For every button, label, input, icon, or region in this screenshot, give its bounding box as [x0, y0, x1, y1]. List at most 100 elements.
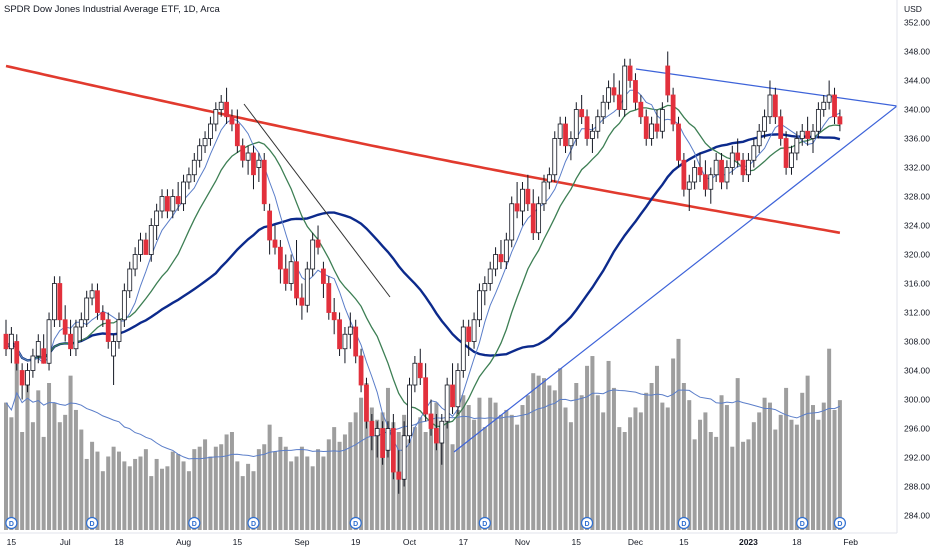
candle-body: [810, 130, 816, 139]
candle-body: [331, 312, 337, 321]
volume-bar: [724, 405, 729, 530]
ma-long-line: [5, 64, 841, 235]
volume-bar: [289, 461, 294, 530]
dividend-marker: [85, 516, 99, 530]
time-tick-label: 18: [792, 537, 802, 547]
volume-bar: [176, 454, 181, 530]
candle-body: [288, 261, 294, 284]
time-tick-label: Dec: [628, 537, 644, 547]
volume-bar: [735, 378, 740, 530]
candlesticks: [3, 51, 843, 494]
candle-body: [573, 109, 579, 139]
volume-bar: [671, 358, 676, 530]
time-tick-label: 15: [233, 537, 243, 547]
volume-bar: [633, 407, 638, 530]
candle-body: [224, 101, 229, 118]
volume-bar: [165, 466, 170, 530]
candle-body: [57, 283, 63, 321]
candle-body: [681, 159, 687, 190]
candle-body: [213, 109, 219, 125]
volume-bar: [326, 439, 331, 530]
volume-bar: [611, 387, 616, 530]
ma-mid-long-line: [5, 133, 841, 362]
volume-bar: [595, 395, 600, 530]
candle-body: [444, 384, 450, 422]
volume-bar: [14, 358, 19, 530]
candle-body: [729, 152, 735, 168]
volume-bar: [450, 444, 455, 530]
candle-body: [423, 377, 429, 415]
volume-bar: [186, 471, 191, 530]
dividend-marker: [188, 516, 201, 530]
candle-body: [218, 101, 224, 110]
candle-body: [380, 428, 386, 458]
volume-bar: [821, 402, 826, 530]
candle-body: [455, 370, 461, 408]
volume-bar: [482, 427, 487, 530]
candle-body: [148, 225, 154, 255]
dividend-marker-label: D: [585, 521, 590, 528]
candle-body: [697, 167, 703, 176]
candle-body: [19, 370, 25, 386]
candle-body: [783, 138, 789, 168]
volume-bar: [305, 456, 310, 530]
candle-body: [579, 109, 585, 118]
volume-bar: [240, 476, 245, 530]
candle-body: [245, 152, 251, 161]
candle-body: [713, 159, 719, 176]
volume-bar: [192, 449, 197, 530]
candle-body: [799, 130, 805, 139]
volume-bar: [638, 412, 643, 530]
time-tick-label: Nov: [515, 537, 531, 547]
time-tick-label: 2023: [739, 537, 758, 547]
dividend-marker-label: D: [353, 521, 358, 528]
dividend-marker-label: D: [482, 521, 487, 528]
dividend-marker: [247, 516, 260, 530]
volume-bar: [542, 378, 546, 530]
volume-bar: [498, 414, 503, 530]
dividend-marker-label: D: [251, 521, 256, 528]
candle-body: [369, 420, 375, 437]
candle-body: [41, 348, 47, 364]
dividend-marker: [677, 516, 690, 530]
candle-body: [676, 123, 681, 161]
candle-body: [111, 341, 116, 357]
candle-body: [493, 254, 498, 270]
volume-bars: [4, 338, 842, 530]
candle-body: [633, 80, 638, 103]
candle-body: [654, 123, 660, 132]
candle-body: [277, 246, 283, 270]
volume-bar: [552, 390, 557, 530]
candle-body: [105, 319, 111, 342]
candle-body: [450, 384, 455, 408]
falling-trendline: [635, 68, 898, 107]
volume-bar: [283, 446, 288, 530]
candle-body: [390, 428, 396, 473]
volume-bar: [477, 397, 482, 530]
candle-body: [735, 152, 741, 161]
volume-bar: [827, 348, 832, 530]
candle-body: [460, 326, 466, 371]
volume-bar: [73, 409, 78, 530]
volume-bar: [84, 458, 89, 530]
volume-bar: [757, 412, 762, 530]
candle-body: [385, 428, 391, 451]
volume-bar: [558, 368, 563, 530]
candle-body: [25, 370, 30, 386]
volume-bar: [133, 458, 138, 530]
time-tick-label: Sep: [294, 537, 309, 547]
candle-body: [412, 362, 418, 386]
trendlines: [243, 68, 898, 453]
volume-bar: [509, 414, 514, 530]
time-tick-label: 15: [7, 537, 17, 547]
volume-bar: [445, 422, 450, 530]
candle-body: [536, 203, 542, 234]
candle-body: [73, 326, 79, 350]
time-tick-label: 15: [679, 537, 689, 547]
candle-body: [692, 167, 698, 183]
volume-bar: [4, 402, 8, 530]
volume-bar: [375, 419, 380, 530]
volume-bar: [106, 456, 111, 530]
